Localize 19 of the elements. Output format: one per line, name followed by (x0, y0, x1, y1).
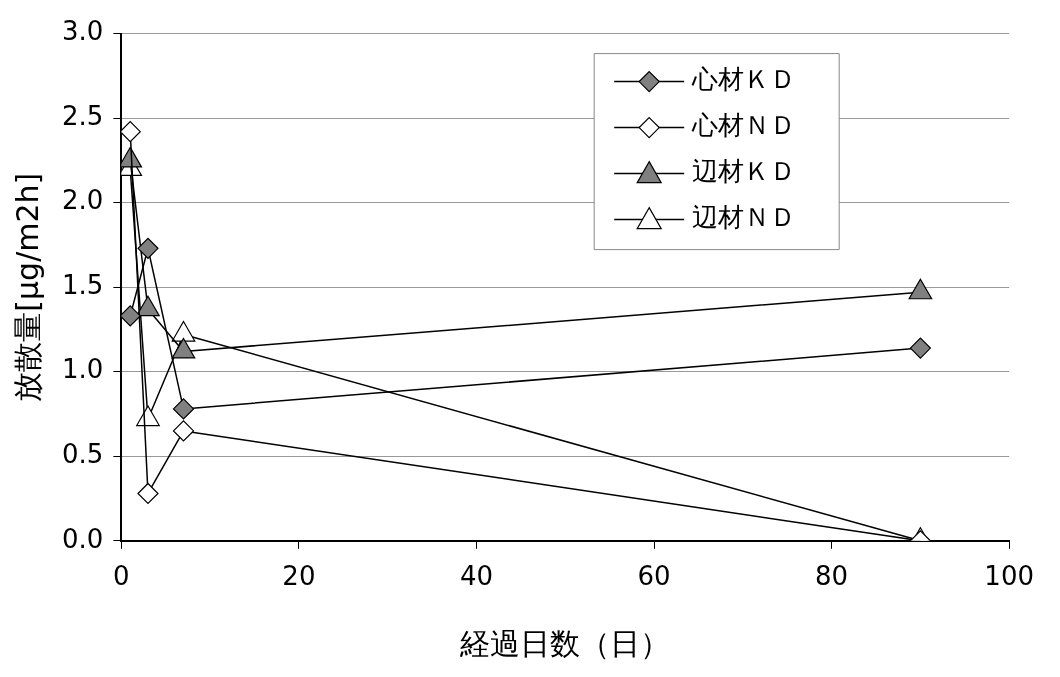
x-axis-title: 経過日数（日） (459, 625, 671, 661)
y-tick-label: 2.0 (61, 185, 104, 216)
y-tick-label: 2.5 (61, 100, 104, 131)
y-axis-title: 放散量[μg/m2h] (9, 172, 45, 402)
legend-label: 辺材ＫＤ (692, 156, 797, 187)
y-tick-label: 0.5 (61, 439, 104, 470)
x-tick-label: 60 (637, 561, 671, 592)
x-tick-label: 0 (113, 561, 130, 592)
x-tick-label: 40 (459, 561, 494, 592)
x-tick-label: 20 (282, 561, 316, 592)
legend-label: 辺材ＮＤ (692, 202, 797, 233)
y-tick-label: 1.0 (61, 354, 104, 385)
x-tick-label: 100 (984, 561, 1035, 592)
y-tick-label: 3.0 (61, 16, 104, 47)
x-tick-label: 80 (815, 561, 849, 592)
legend-label: 心材ＫＤ (691, 64, 797, 95)
legend-label: 心材ＮＤ (691, 110, 797, 141)
y-tick-label: 1.5 (61, 269, 104, 300)
y-tick-label: 0.0 (61, 523, 104, 554)
